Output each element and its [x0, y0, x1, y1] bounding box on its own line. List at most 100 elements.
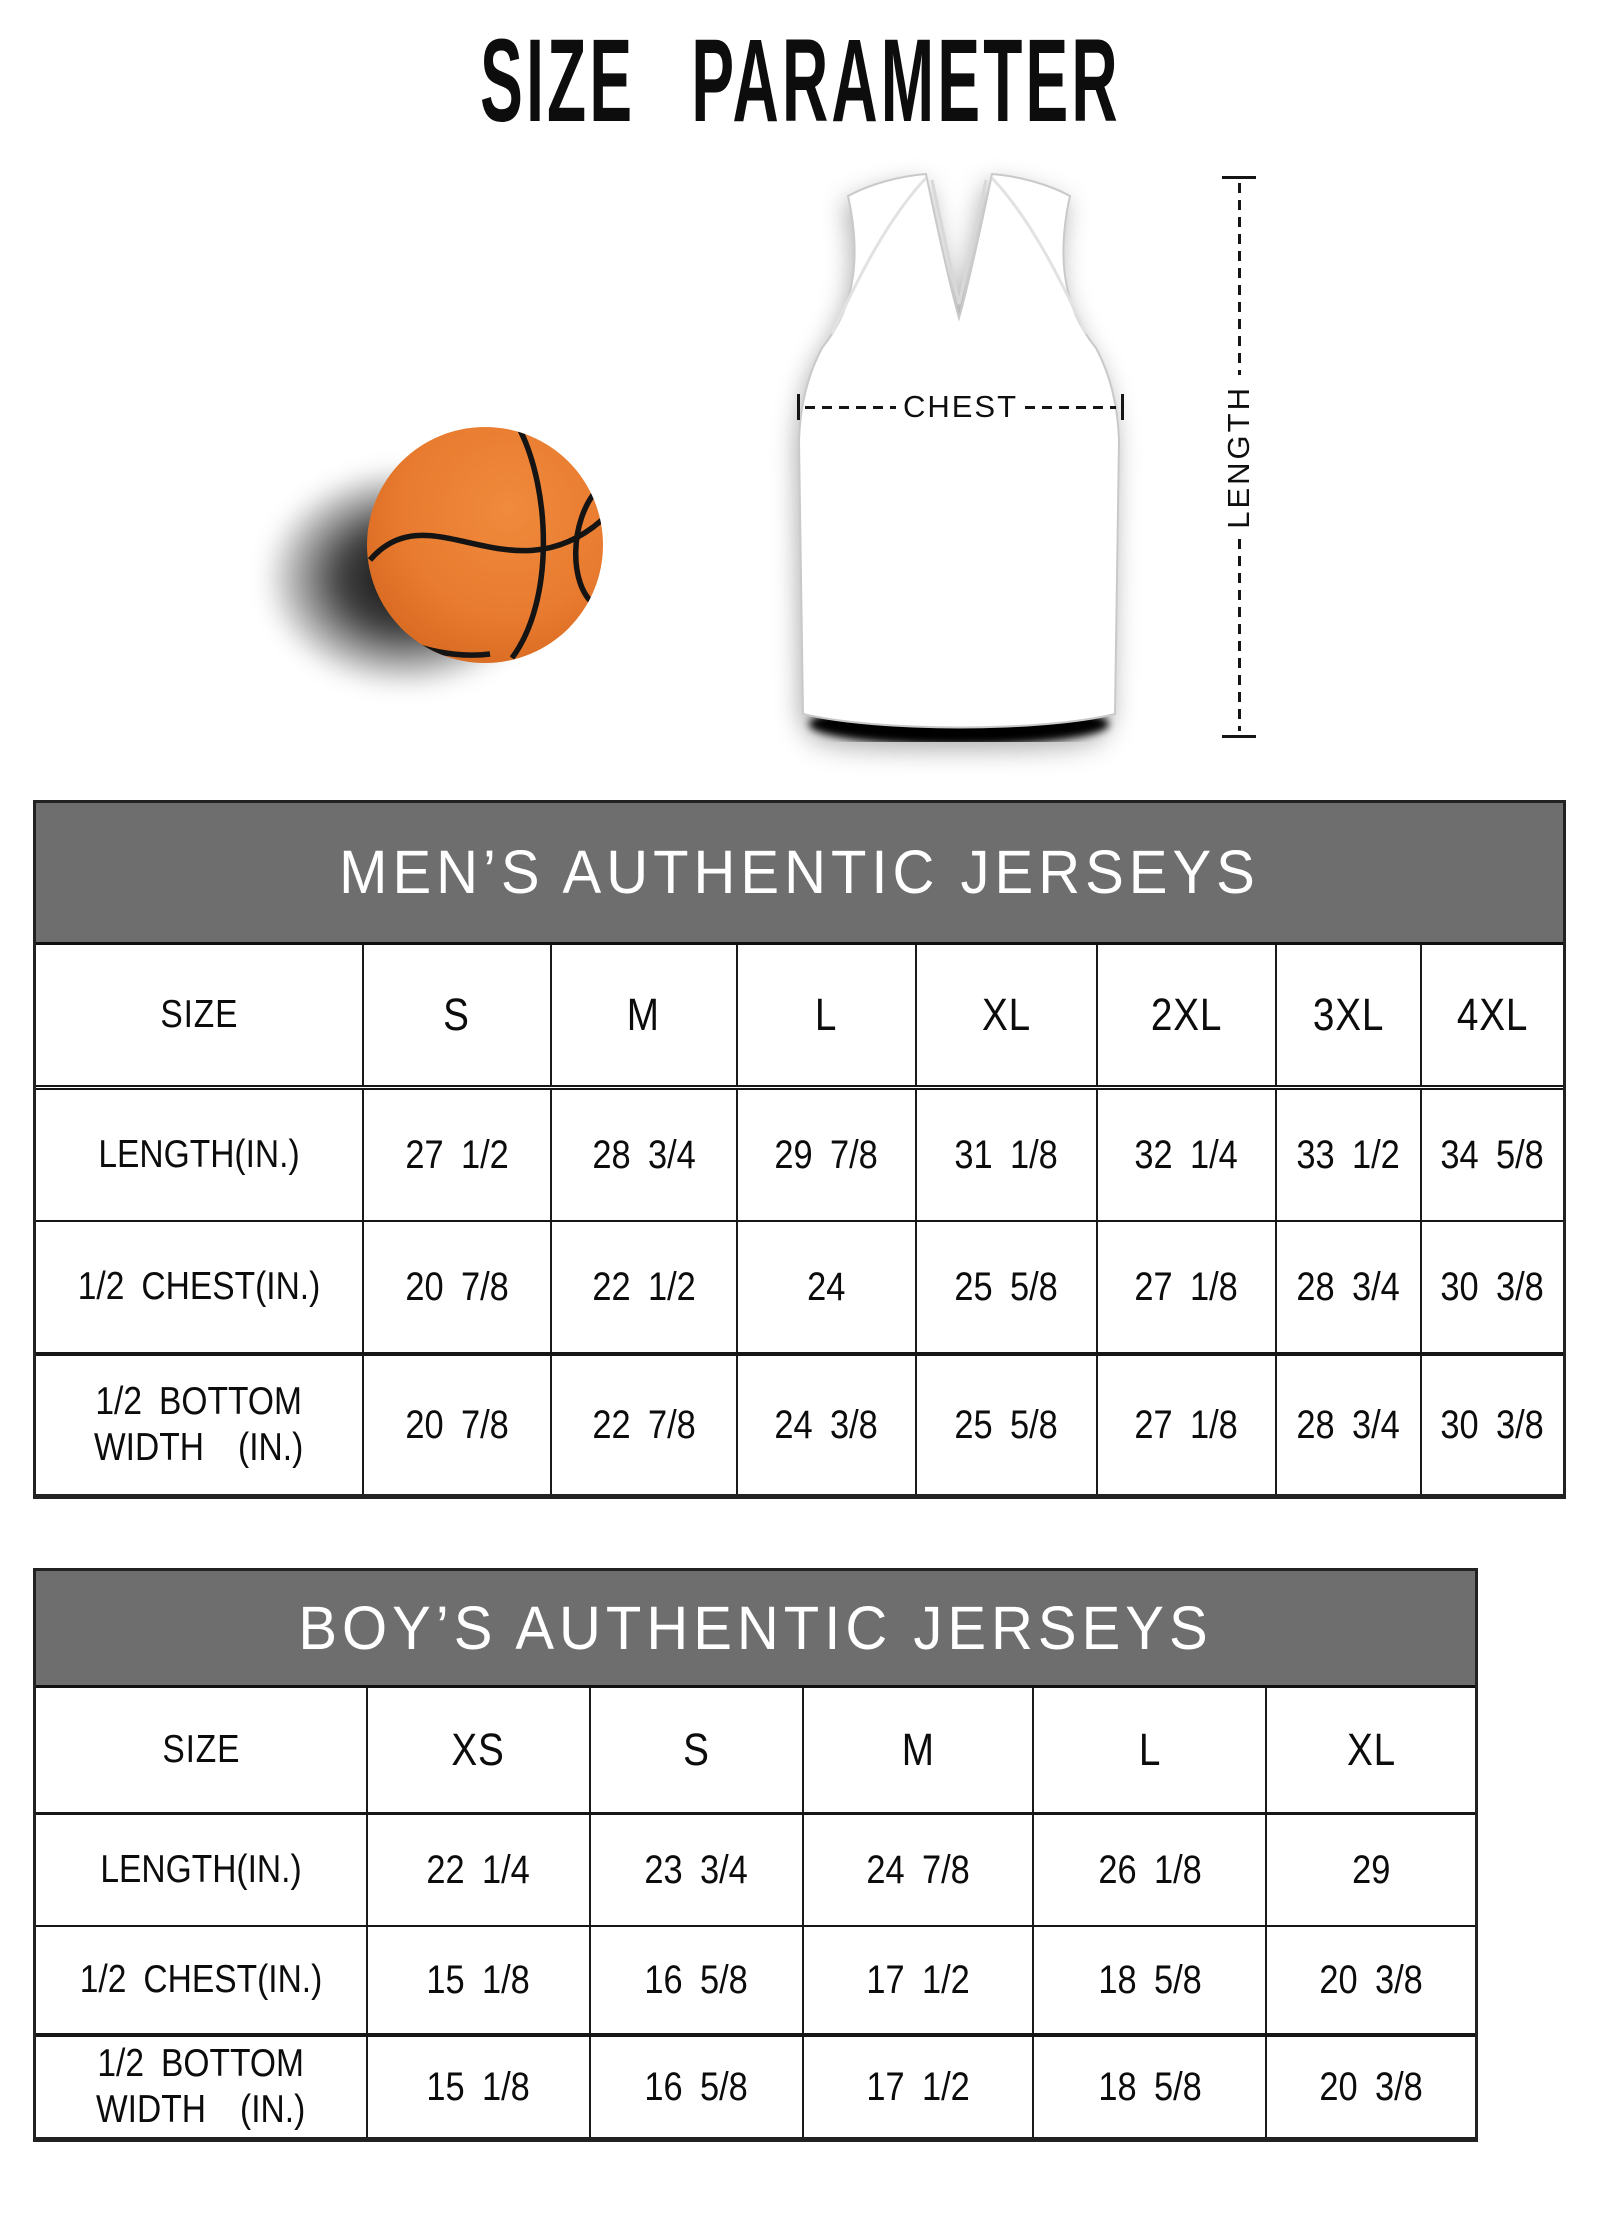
- cell-text: 30 3/8: [1440, 1402, 1545, 1447]
- page-title: SIZE PARAMETER: [0, 22, 1600, 140]
- value-cell: 18 5/8: [1032, 2035, 1267, 2137]
- chest-right-tick: [1121, 394, 1125, 420]
- cell-text: 28 3/4: [592, 1132, 696, 1177]
- boys-chest-row: 1/2 CHEST(IN.) 15 1/8 16 5/8 17 1/2 18 5…: [36, 1926, 1475, 2037]
- length-top-tick: [1222, 176, 1256, 179]
- cell-text: 22 7/8: [592, 1402, 696, 1447]
- mens-header-row: SIZE S M L XL 2XL 3XL 4XL: [36, 945, 1563, 1090]
- value-cell: 22 1/4: [365, 1813, 590, 1927]
- value-cell: 30 3/8: [1419, 1221, 1563, 1356]
- size-col-cell: 3XL: [1274, 945, 1421, 1090]
- cell-text: L: [814, 989, 838, 1040]
- length-label: LENGTH: [1221, 385, 1256, 529]
- cell-text: 17 1/2: [866, 2064, 970, 2109]
- row-label-cell: 1/2 BOTTOM WIDTH (IN.): [36, 2035, 367, 2137]
- chest-dash-right: [1025, 405, 1117, 409]
- chest-label: CHEST: [902, 389, 1019, 424]
- row-label-cell: 1/2 CHEST(IN.): [36, 1926, 367, 2037]
- size-col-cell: 4XL: [1419, 945, 1563, 1090]
- value-cell: 24 3/8: [735, 1354, 916, 1494]
- mens-size-grid: SIZE S M L XL 2XL 3XL 4XL LENGTH(IN.) 27…: [36, 945, 1563, 1494]
- jersey-icon: [797, 172, 1121, 742]
- cell-text: 28 3/4: [1296, 1264, 1401, 1309]
- value-cell: 24: [735, 1221, 916, 1356]
- value-cell: 29 7/8: [735, 1087, 916, 1222]
- boys-length-row: LENGTH(IN.) 22 1/4 23 3/4 24 7/8 26 1/8 …: [36, 1813, 1475, 1927]
- size-col-cell: 2XL: [1096, 945, 1276, 1090]
- cell-text: 24 7/8: [866, 1847, 970, 1892]
- value-cell: 32 1/4: [1096, 1087, 1276, 1222]
- cell-text: 15 1/8: [426, 1957, 531, 2002]
- length-dash-top: [1237, 183, 1241, 376]
- value-cell: 34 5/8: [1419, 1087, 1563, 1222]
- value-cell: 27 1/8: [1096, 1221, 1276, 1356]
- cell-text: 22 1/2: [592, 1264, 696, 1309]
- value-cell: 31 1/8: [914, 1087, 1098, 1222]
- cell-text: S: [443, 989, 471, 1040]
- cell-text: XS: [451, 1724, 506, 1775]
- value-cell: 18 5/8: [1032, 1926, 1267, 2037]
- size-col-cell: XS: [365, 1688, 590, 1815]
- mens-chest-row: 1/2 CHEST(IN.) 20 7/8 22 1/2 24 25 5/8 2…: [36, 1221, 1563, 1356]
- size-col-cell: S: [361, 945, 551, 1090]
- cell-text: 25 5/8: [954, 1402, 1059, 1447]
- cell-text: LENGTH(IN.): [100, 1847, 302, 1891]
- cell-text: 24: [807, 1264, 846, 1309]
- mens-size-table: MEN’S AUTHENTIC JERSEYS SIZE S M L XL 2X…: [33, 800, 1566, 1499]
- size-col-cell: XL: [1265, 1688, 1475, 1815]
- jersey-seams: [830, 176, 1088, 335]
- cell-text: 26 1/8: [1098, 1847, 1202, 1892]
- cell-text: S: [683, 1724, 710, 1775]
- cell-text: 27 1/2: [404, 1132, 509, 1177]
- mens-length-row: LENGTH(IN.) 27 1/2 28 3/4 29 7/8 31 1/8 …: [36, 1087, 1563, 1222]
- value-cell: 24 7/8: [801, 1813, 1034, 1927]
- cell-text: 31 1/8: [954, 1132, 1059, 1177]
- cell-text: 20 7/8: [404, 1264, 509, 1309]
- value-cell: 16 5/8: [589, 2035, 803, 2137]
- cell-text: 24 3/8: [774, 1402, 878, 1447]
- value-cell: 28 3/4: [549, 1087, 737, 1222]
- value-cell: 25 5/8: [914, 1221, 1098, 1356]
- cell-text: 28 3/4: [1296, 1402, 1401, 1447]
- page-title-text: SIZE PARAMETER: [479, 14, 1121, 148]
- cell-text: 20 3/8: [1319, 2064, 1423, 2109]
- cell-text: 16 5/8: [644, 1957, 749, 2002]
- length-dash-bottom: [1237, 538, 1241, 731]
- value-cell: 27 1/2: [361, 1087, 551, 1222]
- length-measure-line: LENGTH: [1219, 176, 1259, 738]
- cell-text: 33 1/2: [1296, 1132, 1401, 1177]
- cell-text: 2XL: [1150, 989, 1223, 1040]
- value-cell: 20 3/8: [1265, 1926, 1475, 2037]
- boys-table-title: BOY’S AUTHENTIC JERSEYS: [298, 1593, 1213, 1663]
- cell-text: 23 3/4: [644, 1847, 749, 1892]
- cell-text: 34 5/8: [1440, 1132, 1545, 1177]
- value-cell: 26 1/8: [1032, 1813, 1267, 1927]
- boys-size-table: BOY’S AUTHENTIC JERSEYS SIZE XS S M L XL…: [33, 1568, 1478, 2142]
- cell-text: LENGTH(IN.): [98, 1132, 300, 1176]
- value-cell: 28 3/4: [1274, 1221, 1421, 1356]
- cell-text: XL: [981, 989, 1031, 1040]
- boys-header-row: SIZE XS S M L XL: [36, 1688, 1475, 1815]
- chest-dash-left: [805, 405, 896, 409]
- cell-text: 18 5/8: [1098, 2064, 1202, 2109]
- size-col-cell: M: [549, 945, 737, 1090]
- cell-text: 15 1/8: [426, 2064, 531, 2109]
- size-col-cell: M: [801, 1688, 1034, 1815]
- cell-text: M: [901, 1724, 935, 1775]
- value-cell: 17 1/2: [801, 1926, 1034, 2037]
- cell-text: L: [1138, 1724, 1161, 1775]
- boys-table-title-band: BOY’S AUTHENTIC JERSEYS: [36, 1571, 1475, 1688]
- size-header-cell: SIZE: [36, 1688, 367, 1815]
- size-col-cell: L: [1032, 1688, 1267, 1815]
- value-cell: 29: [1265, 1813, 1475, 1927]
- cell-text: SIZE: [161, 1727, 240, 1771]
- row-label-cell: 1/2 CHEST(IN.): [36, 1221, 363, 1356]
- mens-table-title: MEN’S AUTHENTIC JERSEYS: [339, 838, 1260, 907]
- cell-text: 27 1/8: [1134, 1264, 1239, 1309]
- cell-text: 25 5/8: [954, 1264, 1059, 1309]
- row-label-cell: LENGTH(IN.): [36, 1087, 363, 1222]
- boys-bottom-width-row: 1/2 BOTTOM WIDTH (IN.) 15 1/8 16 5/8 17 …: [36, 2035, 1475, 2137]
- value-cell: 20 3/8: [1265, 2035, 1475, 2137]
- value-cell: 15 1/8: [365, 1926, 590, 2037]
- cell-text: M: [627, 989, 661, 1040]
